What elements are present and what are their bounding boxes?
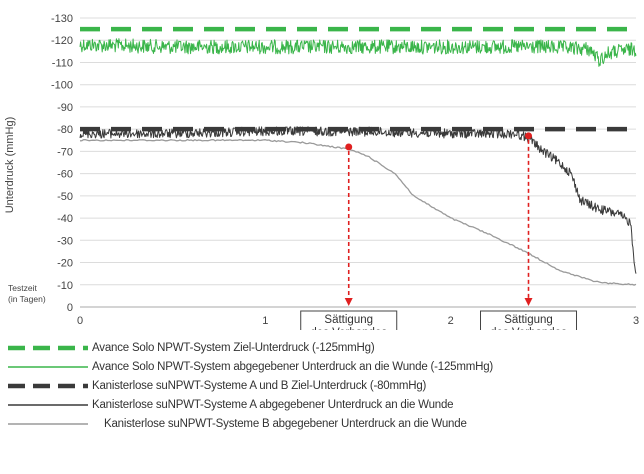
y-tick-label: -70 <box>57 146 73 158</box>
saturation-label-text: des Verbandes <box>310 327 387 330</box>
pressure-chart: -130-120-110-100-90-80-70-60-50-40-30-20… <box>4 13 639 330</box>
legend-item: Avance Solo NPWT-System abgegebener Unte… <box>0 359 644 375</box>
y-tick-label: -40 <box>57 213 73 225</box>
y-tick-label: -10 <box>57 280 73 292</box>
y-tick-label: -110 <box>52 57 73 69</box>
y-tick-label: -90 <box>57 102 73 114</box>
series-line-4 <box>79 126 637 274</box>
y-tick-label: -130 <box>51 13 73 25</box>
legend-swatch <box>8 345 88 351</box>
saturation-label-box <box>480 310 578 330</box>
legend-swatch <box>8 366 88 368</box>
x-tick-label: 3 <box>633 315 639 327</box>
y-tick-label: -80 <box>57 124 73 136</box>
saturation-arrow-head <box>344 298 353 306</box>
legend-label: Kanisterlose suNPWT-Systeme A und B Ziel… <box>92 380 427 392</box>
legend-item: Kanisterlose suNPWT-Systeme B abgegebene… <box>0 416 644 432</box>
saturation-point-2 <box>525 132 533 140</box>
legend-item: Kanisterlose suNPWT-Systeme A und B Ziel… <box>0 378 644 394</box>
legend-label: Kanisterlose suNPWT-Systeme A abgegebene… <box>92 399 454 411</box>
y-tick-label: -120 <box>51 35 73 47</box>
x-axis-label-line2: (in Tagen) <box>8 294 46 304</box>
legend-label: Kanisterlose suNPWT-Systeme B abgegebene… <box>104 418 467 430</box>
series-line-5 <box>79 138 637 286</box>
saturation-point-1 <box>345 143 353 151</box>
series-group <box>79 26 637 286</box>
x-tick-labels: 0 1 2 3 <box>77 315 639 327</box>
x-tick-label: 1 <box>262 315 268 327</box>
saturation-label-text: Sättigung <box>324 314 373 326</box>
y-tick-label: 0 <box>67 302 73 314</box>
legend-swatch <box>8 423 88 425</box>
saturation-label-box <box>300 310 398 330</box>
legend-label: Avance Solo NPWT-System Ziel-Unterdruck … <box>92 342 375 354</box>
y-tick-label: -30 <box>57 235 73 247</box>
legend-item: Avance Solo NPWT-System Ziel-Unterdruck … <box>0 340 644 356</box>
x-tick-label: 2 <box>448 315 454 327</box>
grid <box>80 17 636 308</box>
y-tick-labels: -130-120-110-100-90-80-70-60-50-40-30-20… <box>51 13 73 314</box>
saturation-label-text: des Verbandes <box>490 327 567 330</box>
series-line-2 <box>79 38 637 67</box>
legend-swatch <box>8 404 88 406</box>
legend-item: Kanisterlose suNPWT-Systeme A abgegebene… <box>0 397 644 413</box>
x-tick-label: 0 <box>77 315 83 327</box>
y-tick-label: -50 <box>57 191 73 203</box>
legend-label: Avance Solo NPWT-System abgegebener Unte… <box>92 361 494 373</box>
y-tick-label: -100 <box>51 80 73 92</box>
legend-swatch <box>8 383 88 389</box>
y-tick-label: -60 <box>57 169 73 181</box>
saturation-label-text: Sättigung <box>504 314 553 326</box>
saturation-arrow-head <box>524 298 533 306</box>
annotations-group: Sättigungdes VerbandesSättigungdes Verba… <box>300 132 578 330</box>
legend: Avance Solo NPWT-System Ziel-Unterdruck … <box>0 340 644 474</box>
y-axis-label: Unterdruck (mmHg) <box>4 117 16 214</box>
x-axis-label-line1: Testzeit <box>8 283 37 293</box>
y-tick-label: -20 <box>57 258 73 270</box>
